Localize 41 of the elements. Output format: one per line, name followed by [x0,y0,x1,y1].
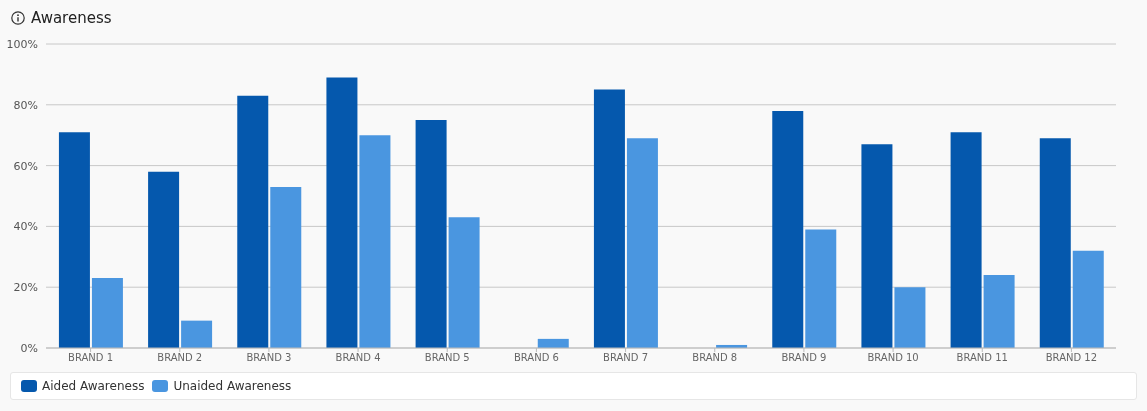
bar [1039,138,1071,348]
bar [148,171,180,348]
x-tick-label: BRAND 1 [68,352,114,364]
y-tick-label: 20% [13,281,38,295]
bar [593,89,625,348]
x-tick-label: BRAND 12 [1045,352,1098,364]
bar [805,229,837,348]
legend-label: Unaided Awareness [173,379,292,393]
x-tick-label: BRAND 11 [956,352,1008,364]
x-tick-label: BRAND 5 [424,352,470,364]
y-tick-label: 100% [6,37,38,51]
x-tick-label: BRAND 7 [603,352,649,364]
y-tick-label: 0% [20,341,38,355]
bar [894,287,926,348]
bar [270,186,302,348]
bar [359,135,391,348]
bar [181,320,213,348]
x-tick-label: BRAND 4 [335,352,381,364]
x-tick-label: BRAND 10 [867,352,919,364]
chart-title: Awareness [31,8,112,28]
legend-label: Aided Awareness [42,379,145,393]
bar [861,144,893,348]
bar [91,278,123,348]
bar [58,132,90,348]
bar [626,138,658,348]
x-tick-label: BRAND 3 [246,352,292,364]
x-tick-label: BRAND 6 [513,352,559,364]
bar [950,132,982,348]
bar [772,110,804,348]
bar [237,95,269,348]
bar [1072,250,1104,348]
y-tick-label: 60% [13,159,38,173]
bar [326,77,358,348]
x-tick-label: BRAND 2 [157,352,203,364]
y-tick-label: 80% [13,98,38,112]
x-tick-label: BRAND 8 [692,352,738,364]
bar [448,217,480,348]
x-tick-label: BRAND 9 [781,352,827,364]
y-tick-label: 40% [13,220,38,234]
bar [415,120,447,348]
bar [983,275,1015,348]
